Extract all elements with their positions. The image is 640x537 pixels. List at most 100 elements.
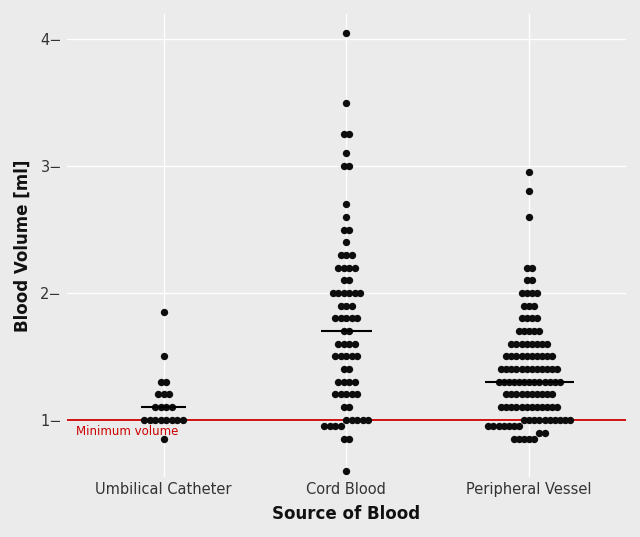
- Point: [339, 162, 349, 170]
- Point: [341, 238, 351, 246]
- Point: [534, 416, 545, 424]
- Point: [159, 434, 169, 443]
- Point: [347, 416, 357, 424]
- Point: [339, 378, 349, 386]
- Y-axis label: Blood Volume [ml]: Blood Volume [ml]: [14, 159, 32, 331]
- Point: [347, 301, 357, 310]
- Point: [547, 390, 557, 399]
- Point: [547, 352, 557, 361]
- Point: [150, 416, 161, 424]
- Point: [333, 378, 343, 386]
- Point: [339, 276, 349, 285]
- Point: [501, 390, 511, 399]
- Point: [506, 403, 516, 411]
- Point: [347, 352, 357, 361]
- Point: [339, 403, 349, 411]
- Point: [341, 416, 351, 424]
- Point: [341, 352, 351, 361]
- Point: [514, 422, 524, 431]
- Point: [540, 378, 550, 386]
- Point: [328, 289, 338, 297]
- Point: [344, 339, 355, 348]
- Point: [344, 130, 355, 139]
- Point: [352, 390, 362, 399]
- Point: [364, 416, 374, 424]
- Point: [529, 378, 540, 386]
- Point: [344, 289, 355, 297]
- Point: [352, 314, 362, 323]
- Point: [153, 390, 163, 399]
- Point: [514, 434, 524, 443]
- Point: [341, 98, 351, 107]
- Point: [511, 403, 522, 411]
- Point: [509, 378, 519, 386]
- Point: [347, 251, 357, 259]
- Point: [519, 326, 529, 335]
- Point: [164, 390, 174, 399]
- Point: [344, 225, 355, 234]
- Point: [496, 403, 506, 411]
- Point: [537, 339, 547, 348]
- Point: [161, 378, 172, 386]
- Point: [344, 326, 355, 335]
- Point: [493, 422, 504, 431]
- Point: [519, 434, 529, 443]
- Point: [341, 200, 351, 208]
- Point: [527, 403, 537, 411]
- Point: [547, 365, 557, 373]
- Point: [516, 289, 527, 297]
- Point: [349, 289, 360, 297]
- Point: [519, 301, 529, 310]
- Text: Minimum volume: Minimum volume: [76, 425, 178, 438]
- Point: [145, 416, 155, 424]
- Point: [534, 378, 545, 386]
- Point: [347, 314, 357, 323]
- Point: [325, 422, 335, 431]
- Point: [532, 352, 542, 361]
- Point: [330, 390, 340, 399]
- Point: [537, 390, 547, 399]
- Point: [560, 416, 570, 424]
- Point: [540, 428, 550, 437]
- Point: [522, 390, 532, 399]
- Point: [506, 352, 516, 361]
- Point: [501, 352, 511, 361]
- Point: [522, 289, 532, 297]
- Point: [522, 365, 532, 373]
- Point: [344, 276, 355, 285]
- Point: [504, 378, 514, 386]
- Point: [496, 365, 506, 373]
- Point: [166, 403, 177, 411]
- Point: [339, 434, 349, 443]
- Point: [537, 365, 547, 373]
- Point: [159, 390, 169, 399]
- Point: [509, 422, 519, 431]
- Point: [537, 403, 547, 411]
- Point: [161, 403, 172, 411]
- Point: [542, 352, 552, 361]
- Point: [522, 314, 532, 323]
- Point: [514, 378, 524, 386]
- Point: [555, 416, 565, 424]
- Point: [506, 365, 516, 373]
- Point: [519, 416, 529, 424]
- Point: [516, 339, 527, 348]
- Point: [534, 326, 545, 335]
- Point: [527, 314, 537, 323]
- Point: [522, 276, 532, 285]
- Point: [344, 263, 355, 272]
- Point: [333, 339, 343, 348]
- Point: [524, 378, 534, 386]
- Point: [339, 130, 349, 139]
- Point: [344, 434, 355, 443]
- Point: [349, 378, 360, 386]
- Point: [511, 352, 522, 361]
- Point: [509, 434, 519, 443]
- Point: [150, 403, 161, 411]
- Point: [550, 378, 560, 386]
- Point: [529, 326, 540, 335]
- Point: [527, 263, 537, 272]
- Point: [344, 403, 355, 411]
- Point: [156, 378, 166, 386]
- Point: [527, 365, 537, 373]
